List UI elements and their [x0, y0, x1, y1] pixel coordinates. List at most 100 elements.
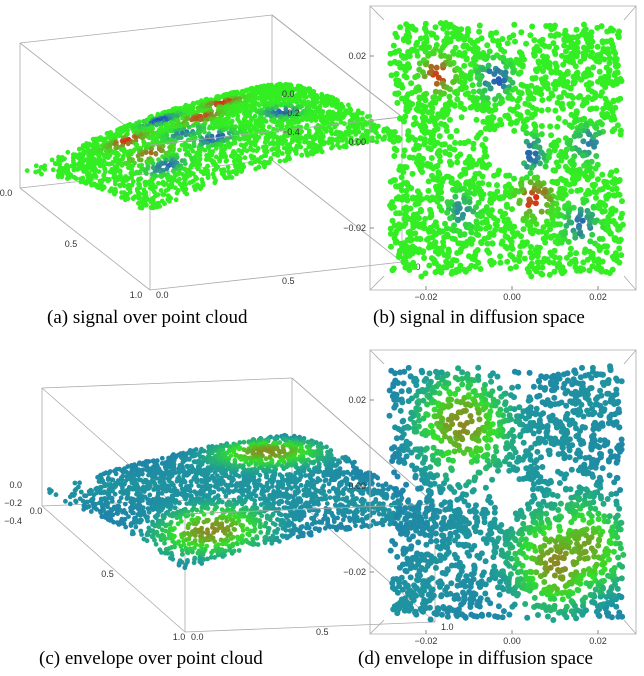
point — [520, 215, 527, 222]
point — [496, 80, 503, 86]
point — [502, 188, 509, 195]
point — [408, 80, 415, 87]
point — [140, 505, 146, 510]
point — [477, 266, 484, 272]
point — [447, 133, 454, 140]
point — [416, 191, 423, 198]
point — [546, 43, 552, 50]
point — [314, 99, 320, 105]
point — [222, 146, 228, 151]
point — [601, 114, 608, 121]
point — [50, 167, 56, 173]
point — [568, 188, 575, 195]
point — [422, 26, 429, 32]
point — [504, 216, 511, 223]
point — [532, 127, 539, 134]
point — [137, 169, 143, 175]
point — [492, 193, 499, 200]
point — [496, 167, 502, 174]
point — [453, 257, 460, 264]
point — [433, 64, 440, 71]
point — [140, 471, 145, 477]
point — [601, 243, 608, 250]
point — [526, 142, 533, 149]
point — [584, 207, 591, 214]
point — [590, 203, 597, 210]
point — [335, 98, 340, 104]
point — [239, 150, 245, 156]
point — [602, 202, 609, 209]
point — [492, 227, 499, 233]
point — [195, 166, 201, 172]
point — [256, 134, 262, 140]
point — [492, 102, 499, 109]
point — [533, 106, 540, 113]
point — [472, 171, 479, 177]
point — [547, 24, 554, 31]
point — [270, 110, 276, 115]
point — [410, 224, 417, 231]
point — [190, 148, 196, 154]
point — [544, 81, 551, 88]
point — [232, 127, 237, 133]
point — [470, 145, 477, 152]
point — [400, 152, 407, 159]
point — [226, 175, 231, 181]
point — [518, 182, 525, 188]
point — [589, 182, 596, 188]
point — [110, 512, 116, 518]
point — [473, 231, 480, 238]
box-edge — [623, 5, 637, 21]
point — [468, 223, 475, 230]
point — [454, 159, 461, 166]
point — [465, 28, 472, 35]
box-edge — [41, 505, 186, 633]
point — [474, 220, 480, 227]
point — [150, 200, 155, 205]
point — [566, 206, 573, 213]
point — [421, 44, 427, 51]
point — [482, 136, 489, 143]
point — [563, 37, 570, 44]
point — [125, 141, 131, 147]
point — [567, 245, 574, 252]
point — [617, 223, 624, 230]
point — [223, 153, 229, 159]
point — [461, 62, 468, 69]
point — [389, 217, 396, 224]
point — [416, 94, 423, 101]
point — [368, 120, 373, 126]
point — [438, 207, 445, 214]
point — [428, 63, 435, 70]
point — [300, 117, 306, 122]
point — [531, 133, 538, 140]
point — [182, 161, 188, 167]
point — [88, 509, 94, 514]
point — [174, 155, 180, 160]
point — [209, 133, 215, 139]
point — [333, 131, 339, 137]
point — [293, 151, 299, 156]
point — [417, 197, 424, 204]
point — [399, 84, 406, 91]
point — [450, 179, 456, 186]
point — [229, 175, 235, 180]
point — [615, 96, 622, 103]
point — [573, 34, 580, 41]
point — [608, 116, 615, 123]
point — [597, 119, 603, 126]
point — [611, 176, 618, 183]
point — [616, 177, 623, 183]
point — [101, 158, 107, 164]
point — [588, 172, 595, 179]
point — [400, 37, 407, 44]
point — [253, 139, 259, 144]
point — [389, 267, 396, 274]
point — [560, 61, 567, 68]
point — [563, 32, 570, 39]
point — [406, 262, 413, 269]
point — [528, 229, 534, 236]
point — [600, 105, 607, 112]
point — [569, 167, 576, 174]
point — [241, 144, 247, 150]
